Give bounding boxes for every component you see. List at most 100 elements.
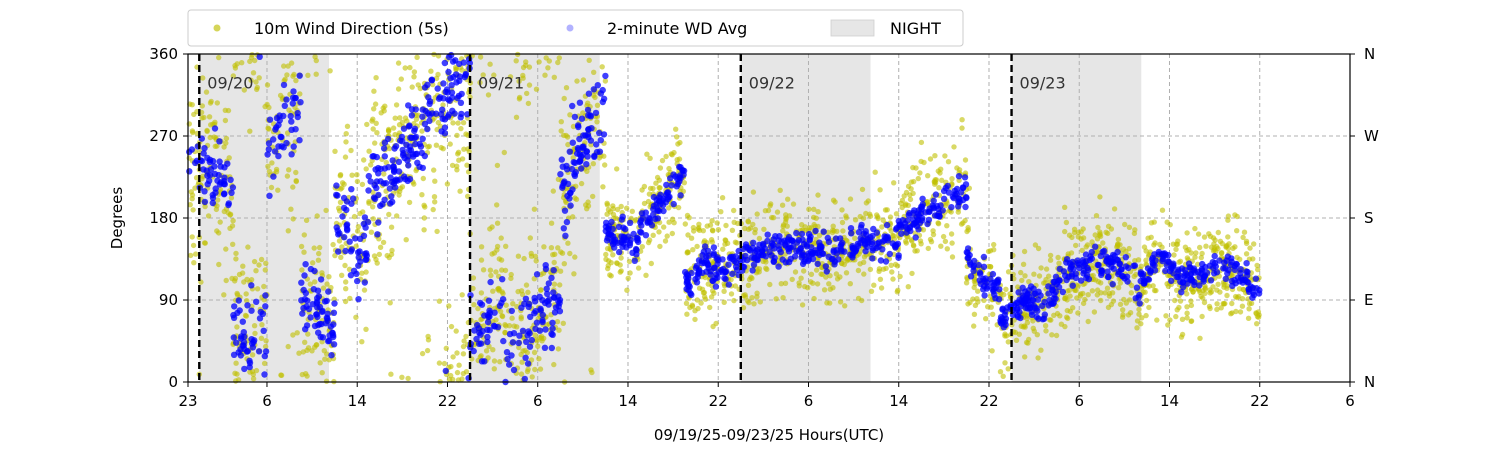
point-wd-avg [387,200,394,207]
point-wind-5s [290,332,296,338]
point-wind-5s [682,221,688,227]
point-wind-5s [839,219,846,226]
point-wind-5s [403,237,409,243]
point-wind-5s [236,271,243,278]
point-wind-5s [518,371,525,377]
point-wd-avg [340,194,348,202]
point-wd-avg [256,315,264,322]
point-wind-5s [684,311,690,317]
point-wd-avg [454,94,461,102]
point-wind-5s [372,140,378,146]
point-wd-avg [633,251,640,258]
point-wind-5s [455,149,462,155]
point-wd-avg [631,257,638,264]
point-wind-5s [425,337,432,343]
point-wind-5s [428,68,434,74]
point-wd-avg [449,58,457,65]
point-wind-5s [239,60,245,66]
point-wind-5s [373,120,379,127]
point-wind-5s [745,226,752,232]
point-wind-5s [491,366,497,372]
point-wind-5s [551,361,557,368]
point-wind-5s [1015,284,1021,290]
point-wd-avg [1059,288,1067,296]
point-wind-5s [806,206,812,212]
point-wd-avg [304,297,311,304]
point-wind-5s [490,347,496,353]
point-wind-5s [844,238,850,244]
point-wind-5s [459,67,465,73]
point-wd-avg [960,184,967,192]
point-wd-avg [485,297,493,304]
point-wd-avg [977,280,984,288]
point-wind-5s [1240,234,1246,241]
point-wd-avg [357,258,364,265]
point-wind-5s [286,167,292,173]
point-wind-5s [409,84,415,90]
point-wd-avg [290,143,297,150]
point-wd-avg [764,237,771,245]
point-wind-5s [605,265,611,272]
point-wind-5s [560,320,566,326]
point-wd-avg [1207,277,1215,284]
point-wind-5s [250,70,257,76]
point-wd-avg [370,194,378,201]
point-wind-5s [1159,207,1166,213]
point-wind-5s [1142,289,1148,295]
point-wind-5s [1203,243,1209,249]
point-wind-5s [261,283,267,290]
point-wd-avg [1244,268,1251,276]
point-wd-avg [1162,267,1169,275]
x-tick-label: 6 [1074,392,1084,410]
point-wd-avg [447,51,455,59]
point-wind-5s [563,85,570,91]
point-wind-5s [867,211,873,217]
point-wd-avg [917,209,925,217]
point-wind-5s [774,209,781,215]
point-wd-avg [539,297,546,304]
point-wind-5s [419,192,425,198]
point-wd-avg [544,290,551,298]
point-wd-avg [663,181,670,189]
point-wind-5s [1095,224,1101,231]
x-axis-title: 09/19/25-09/23/25 Hours(UTC) [654,426,884,444]
point-wind-5s [907,196,914,203]
point-wind-5s [746,276,753,283]
point-wind-5s [371,88,377,94]
point-wd-avg [605,226,612,233]
point-wind-5s [1188,302,1195,309]
point-wind-5s [234,61,240,67]
x-tick-label: 22 [438,392,457,410]
point-wind-5s [694,297,700,303]
point-wind-5s [406,199,413,206]
point-wd-avg [855,242,862,250]
point-wind-5s [799,302,806,308]
point-wind-5s [813,267,820,273]
point-wd-avg [839,239,846,247]
point-wind-5s [480,72,486,78]
point-wind-5s [1043,266,1050,272]
point-wind-5s [1173,246,1179,252]
point-wind-5s [1208,289,1215,295]
point-wd-avg [707,271,714,278]
point-wind-5s [1128,290,1135,296]
point-wd-avg [587,137,595,144]
point-wd-avg [541,344,549,351]
point-wind-5s [338,254,344,260]
point-wind-5s [1123,300,1130,306]
point-wind-5s [572,195,578,201]
point-wd-avg [688,291,695,298]
point-wind-5s [1188,250,1195,256]
point-wd-avg [1027,283,1035,290]
point-wind-5s [299,371,305,378]
point-wd-avg [246,357,253,364]
point-wind-5s [264,82,271,88]
point-wind-5s [551,74,557,81]
y-tick-label-right: N [1364,373,1375,391]
point-wd-avg [1077,277,1085,284]
point-wind-5s [1102,290,1108,296]
point-wd-avg [665,194,672,201]
point-wind-5s [263,260,269,266]
point-wind-5s [550,188,556,194]
point-wind-5s [745,218,751,224]
